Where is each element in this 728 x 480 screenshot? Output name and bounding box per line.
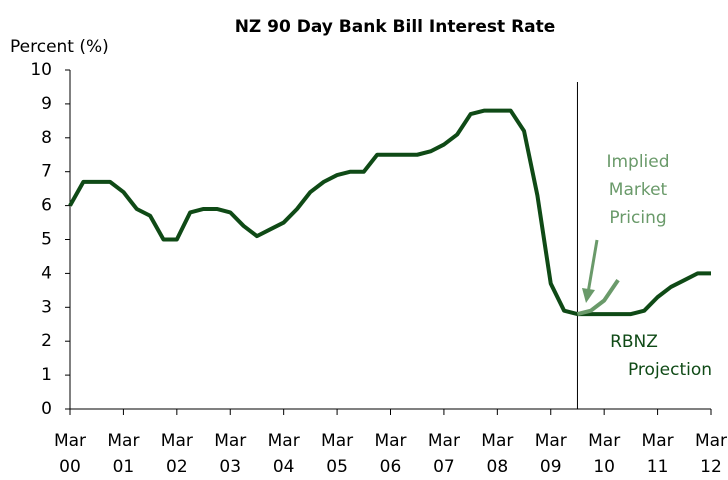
y-tick-label: 6 xyxy=(41,196,52,216)
x-tick-label: Mar 09 xyxy=(534,431,567,477)
x-tick-label: Mar 11 xyxy=(641,431,674,477)
y-tick-label: 2 xyxy=(41,331,52,351)
annotation: Projection xyxy=(628,360,712,380)
y-tick-label: 3 xyxy=(41,297,52,317)
y-tick-label: 1 xyxy=(41,365,52,385)
x-tick-label: Mar 06 xyxy=(374,431,407,477)
y-axis-label: Percent (%) xyxy=(10,37,109,57)
x-tick-label: Mar 02 xyxy=(160,431,193,477)
data-line xyxy=(68,108,711,317)
x-tick-label: Mar 00 xyxy=(53,431,87,477)
data-line xyxy=(576,279,620,317)
annotation: Market xyxy=(609,180,668,200)
x-tick-label: Mar 03 xyxy=(214,431,247,477)
y-tick-label: 4 xyxy=(41,263,52,283)
x-tick-label: Mar 05 xyxy=(321,431,354,477)
chart-title: NZ 90 Day Bank Bill Interest Rate xyxy=(235,17,556,37)
y-tick-label: 0 xyxy=(41,399,52,419)
y-tick-label: 9 xyxy=(41,94,52,114)
y-tick-label: 5 xyxy=(41,230,52,250)
x-tick-label: Mar 04 xyxy=(267,431,300,477)
annotation: Implied xyxy=(606,152,669,172)
y-tick-label: 10 xyxy=(30,60,52,80)
y-tick-label: 8 xyxy=(41,128,52,148)
x-tick-label: Mar 01 xyxy=(107,431,140,477)
x-tick-label: Mar 07 xyxy=(427,431,460,477)
y-tick-label: 7 xyxy=(41,162,52,182)
x-tick-label: Mar 08 xyxy=(481,431,514,477)
annotation: RBNZ xyxy=(610,332,658,352)
annotation-arrowhead xyxy=(582,288,595,303)
annotation-arrow xyxy=(586,239,599,294)
x-tick-label: Mar 12 xyxy=(694,431,728,477)
annotation: Pricing xyxy=(609,208,666,228)
x-tick-label: Mar 10 xyxy=(588,431,621,477)
